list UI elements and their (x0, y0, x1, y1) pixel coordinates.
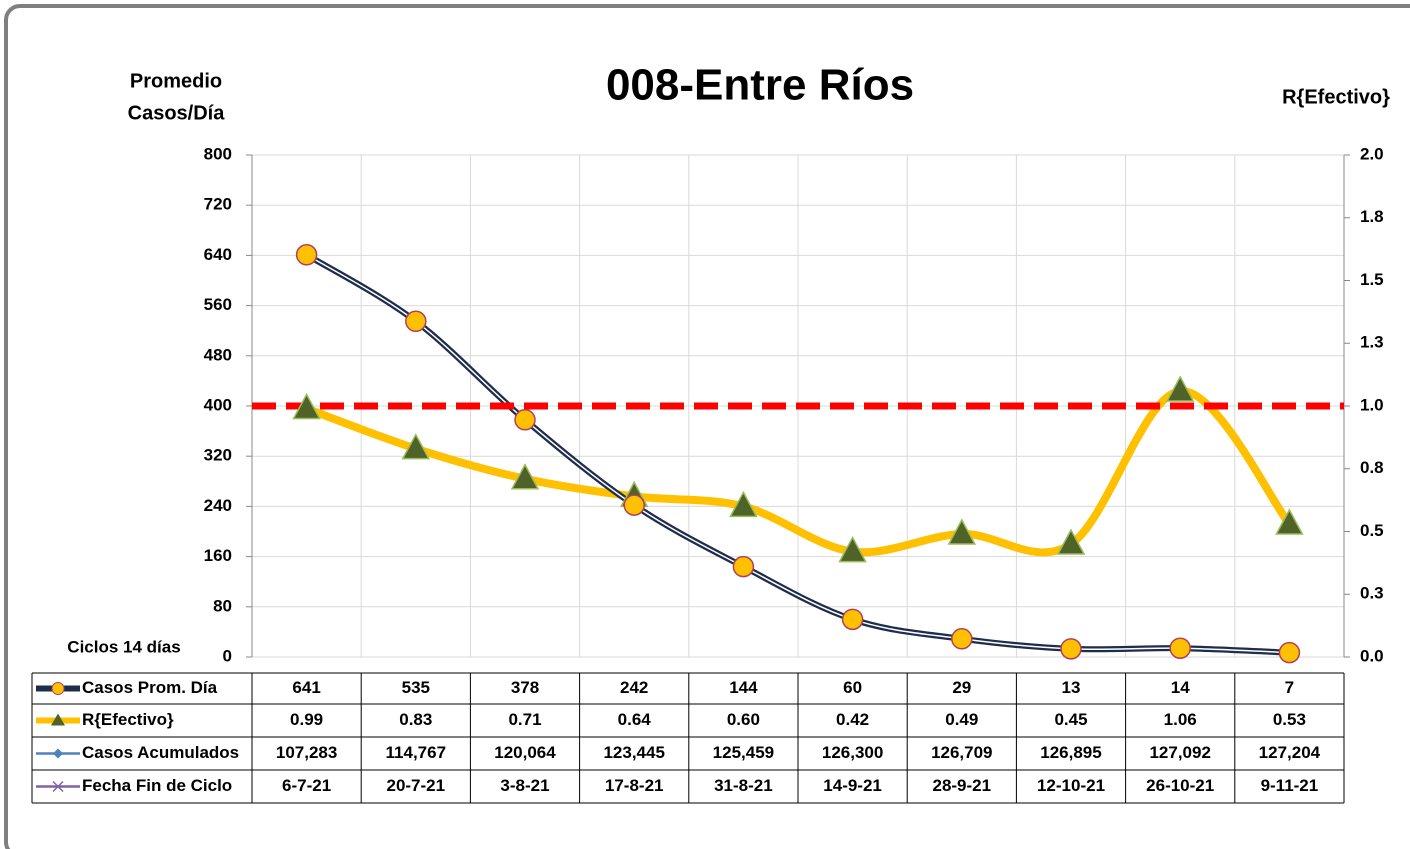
y2-tick-label: 1.8 (1360, 207, 1384, 226)
y-tick-label: 160 (204, 546, 232, 565)
y2-tick-label: 2.0 (1360, 144, 1384, 163)
y2-tick-label: 1.3 (1360, 333, 1384, 352)
y2-tick-label: 0.0 (1360, 646, 1384, 665)
y-tick-label: 400 (204, 395, 232, 414)
x-tick-label: 12-10-21 (1037, 776, 1105, 795)
legend-key-marker (51, 682, 65, 695)
chart-frame (4, 4, 1410, 849)
table-cell: 0.71 (508, 710, 541, 729)
table-cell: 242 (620, 678, 648, 697)
marker (951, 628, 973, 650)
x-tick-label: 17-8-21 (605, 776, 664, 795)
marker (623, 494, 645, 516)
x-tick-label: 26-10-21 (1146, 776, 1214, 795)
y-tick-label: 560 (204, 295, 232, 314)
y2-tick-label: 1.0 (1360, 395, 1384, 414)
marker (838, 536, 867, 563)
marker (1169, 637, 1191, 659)
marker (1278, 641, 1301, 664)
table-cell: 120,064 (494, 743, 556, 762)
table-cell: 0.83 (399, 710, 432, 729)
series-line-highlight (306, 254, 1290, 654)
y2-tick-label: 0.5 (1360, 521, 1384, 540)
y-tick-label: 80 (213, 596, 232, 615)
legend-key-marker (51, 713, 65, 726)
table-cell: 126,895 (1040, 743, 1101, 762)
table-cell: 1.06 (1164, 710, 1197, 729)
legend-label: R{Efectivo} (82, 710, 174, 729)
table-cell: 107,283 (276, 743, 337, 762)
marker (1275, 508, 1304, 535)
chart-title: 008-Entre Ríos (606, 61, 914, 110)
table-cell: 535 (402, 678, 430, 697)
table-cell: 0.64 (618, 710, 652, 729)
table-cell: 126,709 (931, 743, 992, 762)
x-tick-label: 14-9-21 (823, 776, 882, 795)
marker (732, 555, 755, 578)
table-cell: 0.45 (1054, 710, 1087, 729)
table-cell: 127,204 (1259, 743, 1321, 762)
table-cell: 14 (1171, 678, 1190, 697)
x-tick-label: 9-11-21 (1261, 776, 1319, 795)
y-tick-label: 240 (204, 496, 232, 515)
y2-axis-label: R{Efectivo} (1282, 86, 1390, 108)
legend-key-marker (53, 748, 63, 759)
marker (514, 409, 536, 431)
table-cell: 0.99 (290, 710, 323, 729)
legend-key-marker (52, 780, 64, 793)
y-tick-label: 320 (204, 446, 232, 465)
legend-label: Casos Prom. Día (82, 678, 218, 697)
x-tick-label: 3-8-21 (500, 776, 549, 795)
table-cell: 0.53 (1273, 710, 1306, 729)
x-tick-label: 20-7-21 (386, 776, 445, 795)
y2-tick-label: 0.3 (1360, 584, 1384, 603)
x-tick-label: 31-8-21 (714, 776, 773, 795)
y-tick-label: 0 (223, 646, 232, 665)
table-cell: 13 (1062, 678, 1081, 697)
table-cell: 126,300 (822, 743, 883, 762)
y2-tick-label: 1.5 (1360, 270, 1384, 289)
marker (1060, 638, 1082, 660)
table-cell: 0.60 (727, 710, 760, 729)
table-cell: 127,092 (1149, 743, 1210, 762)
y-axis-label: Casos/Día (128, 102, 226, 124)
x-tick-label: 28-9-21 (932, 776, 991, 795)
marker (295, 244, 318, 266)
marker (947, 518, 977, 545)
table-cell: 125,459 (713, 743, 774, 762)
y-tick-label: 480 (204, 345, 232, 364)
table-cell: 123,445 (603, 743, 664, 762)
x-tick-label: 6-7-21 (282, 776, 331, 795)
table-cell: 378 (511, 678, 539, 697)
legend-label: Casos Acumulados (82, 743, 239, 762)
y-axis-label: Promedio (130, 70, 222, 92)
table-cell: 60 (843, 678, 862, 697)
legend-label: Fecha Fin de Ciclo (82, 776, 232, 795)
table-cell: 7 (1285, 678, 1294, 697)
y2-tick-label: 0.8 (1360, 458, 1384, 477)
y-tick-label: 800 (204, 144, 232, 163)
table-cell: 29 (952, 678, 971, 697)
x-axis-label: Ciclos 14 días (67, 637, 180, 656)
table-cell: 0.42 (836, 710, 869, 729)
marker (292, 392, 321, 420)
marker (1056, 528, 1086, 555)
table-cell: 144 (729, 678, 758, 697)
table-cell: 641 (292, 678, 320, 697)
marker (510, 463, 540, 490)
series-line (305, 386, 1293, 557)
y-tick-label: 640 (204, 245, 232, 264)
marker (405, 310, 427, 333)
marker (841, 608, 864, 631)
marker (729, 490, 758, 518)
marker (401, 433, 431, 460)
table-cell: 114,767 (386, 743, 447, 762)
marker (1165, 375, 1195, 402)
y-tick-label: 720 (204, 195, 232, 214)
table-cell: 0.49 (945, 710, 978, 729)
